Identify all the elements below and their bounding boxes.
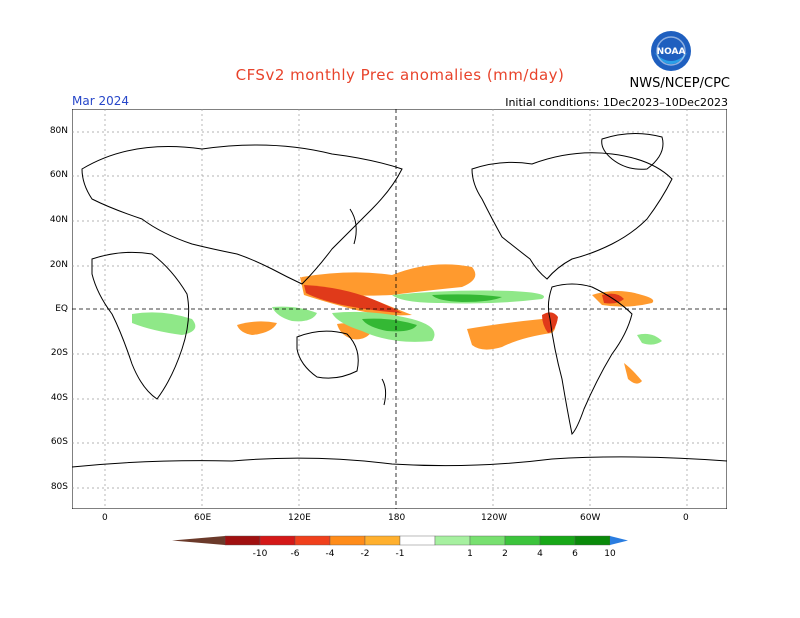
- lon-label: 120W: [481, 513, 508, 523]
- south-america-outline: [547, 283, 633, 436]
- wet-region-brazil-south: [637, 333, 662, 345]
- agency-label: NWS/NCEP/CPC: [629, 76, 730, 91]
- legend-arrow-high: [610, 536, 628, 545]
- dry-region-north-pacific: [301, 264, 476, 296]
- color-legend: -10 -6 -4 -2 -1 1 2 4 6 10: [172, 535, 628, 559]
- legend-swatch: [574, 535, 611, 546]
- legend-label: 1: [467, 549, 473, 559]
- valid-month: Mar 2024: [72, 94, 129, 108]
- map-title: CFSv2 monthly Prec anomalies (mm/day): [235, 66, 565, 84]
- lon-labels: 0 60E 120E 180 120W 60W 0: [72, 513, 727, 527]
- dry-region-south-pacific: [467, 319, 556, 350]
- eurasia-outline: [81, 144, 403, 285]
- antarctica-outline: [72, 456, 727, 468]
- lat-label: 40S: [50, 393, 68, 403]
- legend-label: -4: [326, 549, 335, 559]
- strong-wet-itcz: [432, 294, 502, 302]
- initial-conditions: Initial conditions: 1Dec2023–10Dec2023: [505, 96, 728, 109]
- lat-label: 60S: [50, 437, 68, 447]
- coastlines: [72, 133, 727, 468]
- strong-wet-spcz: [362, 318, 417, 332]
- legend-label: -2: [361, 549, 370, 559]
- lon-label: 0: [683, 513, 689, 523]
- new-zealand-outline: [381, 378, 387, 406]
- africa-outline: [91, 251, 190, 400]
- legend-swatch: [469, 535, 506, 546]
- lat-label: 20N: [49, 260, 68, 270]
- lat-labels-outer: 80N 60N 40N 20N EQ 20S 40S 60S 80S: [30, 109, 68, 509]
- north-america-outline: [471, 152, 673, 280]
- noaa-logo-icon: NOAA: [651, 31, 691, 71]
- strong-dry-westpac: [304, 285, 402, 313]
- lat-label: 60N: [49, 170, 68, 180]
- legend-label: 6: [572, 549, 578, 559]
- japan-outline: [349, 208, 357, 245]
- lon-label: 60E: [194, 513, 212, 523]
- lat-label: EQ: [55, 304, 68, 314]
- legend-swatch: [434, 535, 471, 546]
- legend-swatch: [224, 535, 261, 546]
- legend-swatch: [294, 535, 331, 546]
- lat-label: 80N: [49, 126, 68, 136]
- lat-label: 20S: [50, 348, 68, 358]
- greenland-outline: [601, 133, 664, 170]
- legend-swatch: [504, 535, 541, 546]
- lon-label: 60W: [580, 513, 601, 523]
- legend-label: 10: [604, 549, 616, 559]
- legend-label: 2: [502, 549, 508, 559]
- dry-region-indian: [237, 321, 277, 335]
- legend-swatch: [539, 535, 576, 546]
- strong-dry-peru: [542, 312, 558, 333]
- anomaly-fields: [132, 264, 662, 384]
- precip-anomaly-map: 80N 60N 40N 20N EQ 20S 40S 60S 80S: [72, 109, 727, 509]
- legend-swatch: [364, 535, 401, 546]
- legend-label: -6: [291, 549, 300, 559]
- legend-label: -1: [396, 549, 405, 559]
- lat-label: 40N: [49, 215, 68, 225]
- legend-swatch: [329, 535, 366, 546]
- lon-label: 0: [102, 513, 108, 523]
- wet-region-indonesia: [272, 306, 317, 322]
- logo-text: NOAA: [657, 47, 686, 57]
- australia-outline: [296, 330, 359, 379]
- legend-swatch: [399, 535, 436, 546]
- dry-region-south-atlantic: [624, 363, 642, 384]
- legend-arrow-low: [172, 536, 225, 545]
- wet-region-africa: [132, 312, 196, 335]
- lon-label: 180: [388, 513, 406, 523]
- legend-swatch: [259, 535, 296, 546]
- lat-label: 80S: [50, 482, 68, 492]
- legend-label: 4: [537, 549, 543, 559]
- legend-label: -10: [253, 549, 268, 559]
- lon-label: 120E: [288, 513, 311, 523]
